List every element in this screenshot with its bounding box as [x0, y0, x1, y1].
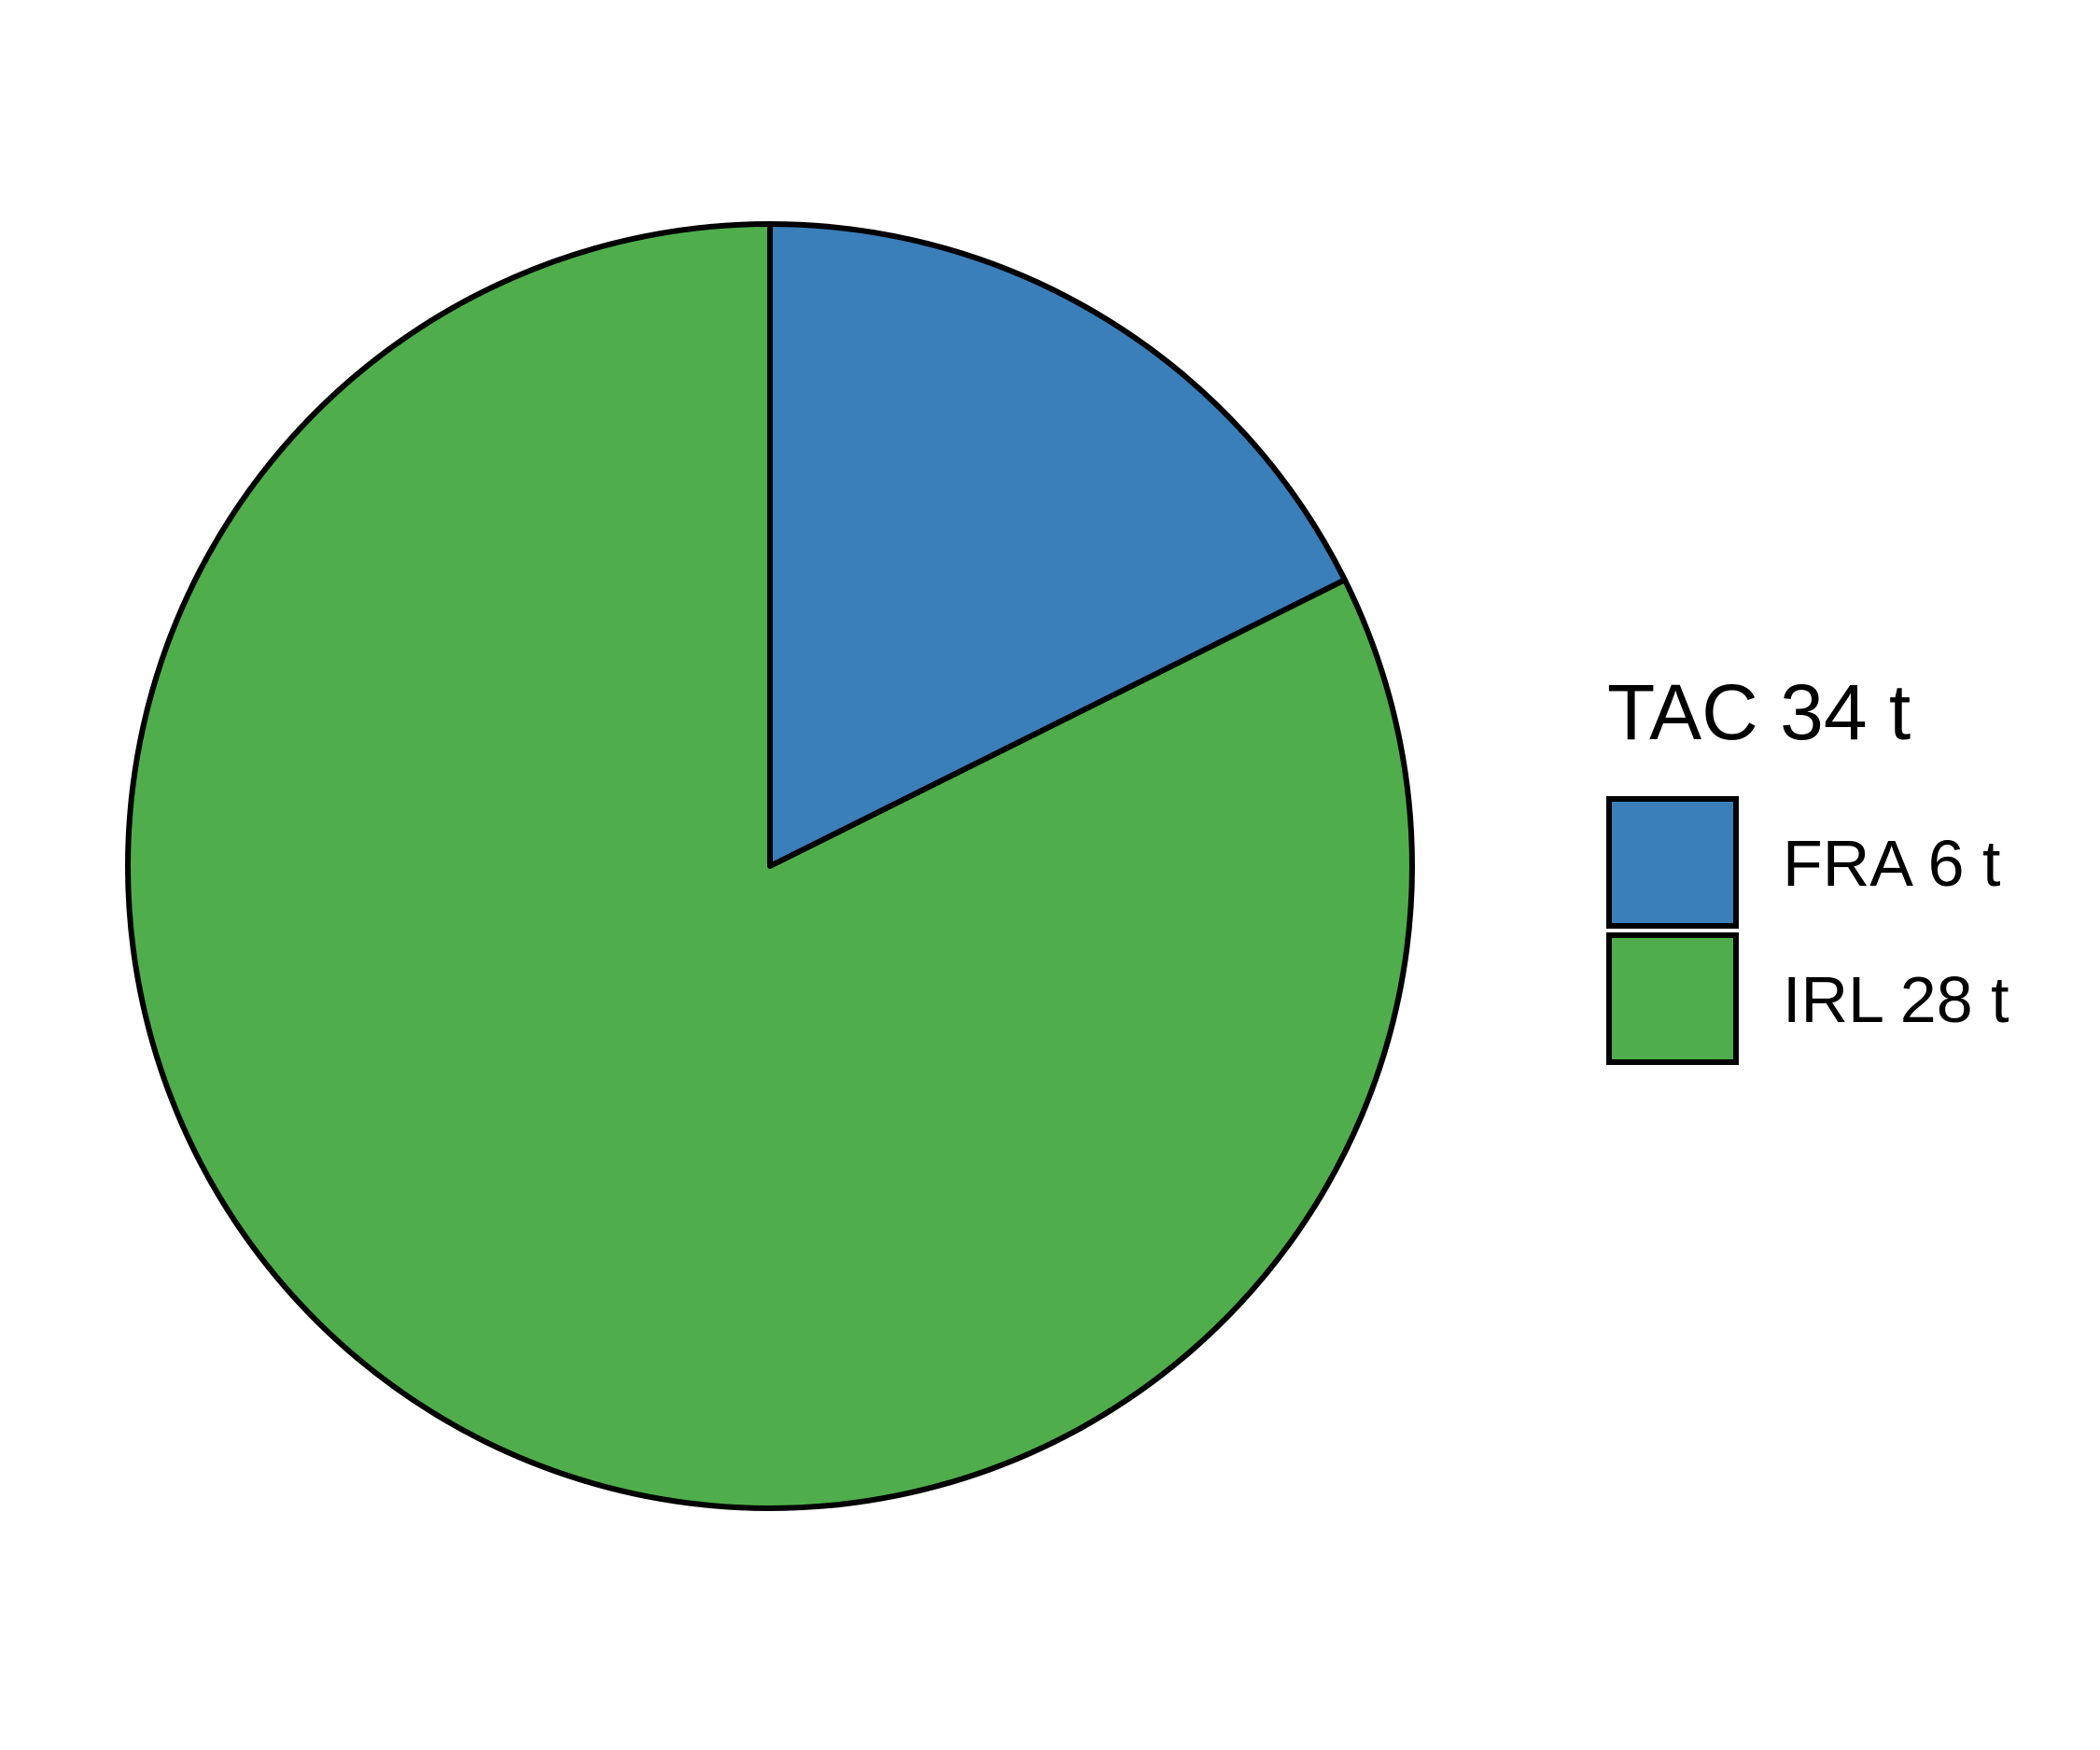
- pie-slice-irl: [125, 221, 1415, 1511]
- pie-slices: [125, 221, 1415, 1511]
- legend-key-irl: [1606, 932, 1739, 1065]
- legend-label-irl: IRL 28 t: [1783, 963, 2009, 1036]
- pie-slice-fra: [767, 221, 1348, 869]
- legend-key-fra: [1606, 796, 1739, 929]
- legend-items: FRA 6 t IRL 28 t: [1606, 796, 2009, 1065]
- legend-title: TAC 34 t: [1607, 668, 1911, 756]
- legend: TAC 34 t FRA 6 t IRL 28 t: [1606, 668, 2009, 1065]
- legend-label-fra: FRA 6 t: [1783, 827, 2000, 900]
